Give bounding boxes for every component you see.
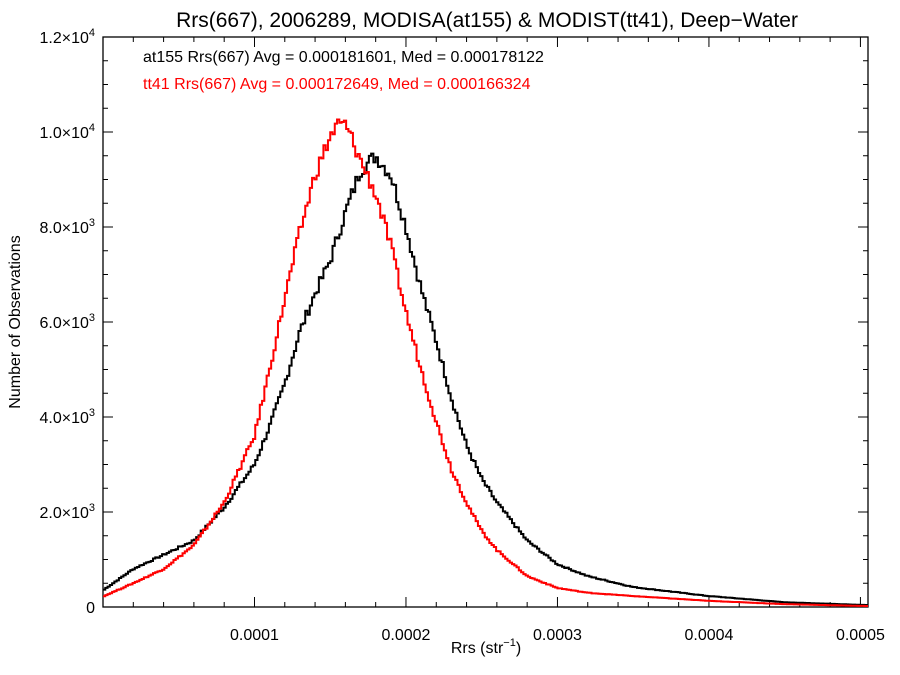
y-tick-exponent: 3 bbox=[89, 217, 95, 229]
x-axis-label: Rrs (str−1) bbox=[451, 637, 521, 657]
y-tick-label: 8.0×103 bbox=[39, 217, 95, 237]
series-line bbox=[103, 118, 868, 608]
x-tick-label: 0.0003 bbox=[533, 627, 582, 644]
y-tick-mantissa: 2.0×10 bbox=[39, 505, 88, 522]
y-axis-label: Number of Observations bbox=[7, 235, 24, 408]
y-tick-exponent: 3 bbox=[89, 502, 95, 514]
y-tick-label: 1.0×104 bbox=[39, 122, 95, 142]
y-tick-mantissa: 1.2×10 bbox=[39, 30, 88, 47]
x-axis-label-main: Rrs (str bbox=[451, 640, 504, 657]
stats-annotation: tt41 Rrs(667) Avg = 0.000172649, Med = 0… bbox=[143, 76, 531, 93]
y-tick-exponent: 4 bbox=[89, 122, 95, 134]
chart-title: Rrs(667), 2006289, MODISA(at155) & MODIS… bbox=[176, 9, 798, 32]
y-tick-exponent: 4 bbox=[89, 27, 95, 39]
y-tick-exponent: 3 bbox=[89, 407, 95, 419]
stats-annotation: at155 Rrs(667) Avg = 0.000181601, Med = … bbox=[143, 49, 544, 66]
axis-ticks: 0.0001 0.0002 0.0003 0.0004 0.000502.0×1034.… bbox=[39, 27, 885, 644]
y-tick-label: 1.2×104 bbox=[39, 27, 95, 47]
x-tick-label: 0.0005 bbox=[836, 627, 885, 644]
x-axis-label-exponent: −1 bbox=[503, 637, 516, 649]
y-tick-label: 4.0×103 bbox=[39, 407, 95, 427]
series-layer bbox=[103, 118, 868, 608]
plot-frame bbox=[102, 36, 869, 608]
series-line bbox=[103, 152, 868, 607]
y-tick-mantissa: 1.0×10 bbox=[39, 125, 88, 142]
y-tick-exponent: 3 bbox=[89, 312, 95, 324]
y-tick-mantissa: 6.0×10 bbox=[39, 315, 88, 332]
x-axis-label-close: ) bbox=[516, 640, 521, 657]
y-tick-mantissa: 0 bbox=[86, 600, 95, 617]
legend-annotations: at155 Rrs(667) Avg = 0.000181601, Med = … bbox=[143, 49, 544, 93]
y-tick-mantissa: 8.0×10 bbox=[39, 220, 88, 237]
y-tick-label: 6.0×103 bbox=[39, 312, 95, 332]
x-tick-label: 0.0002 bbox=[382, 627, 431, 644]
y-tick-mantissa: 4.0×10 bbox=[39, 410, 88, 427]
y-tick-label: 2.0×103 bbox=[39, 502, 95, 522]
x-tick-label: 0.0004 bbox=[684, 627, 733, 644]
x-tick-label: 0.0001 bbox=[230, 627, 279, 644]
y-tick-label: 0 bbox=[86, 600, 95, 617]
